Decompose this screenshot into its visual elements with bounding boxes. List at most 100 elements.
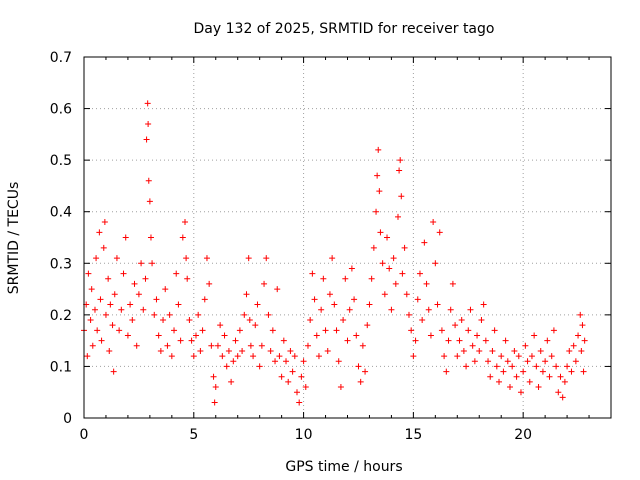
data-point	[241, 311, 248, 318]
data-point	[129, 317, 136, 324]
data-point	[506, 384, 513, 391]
data-point	[575, 332, 582, 339]
data-point	[520, 368, 527, 375]
data-point	[566, 347, 573, 354]
data-point	[107, 301, 114, 308]
data-point	[320, 275, 327, 282]
data-point	[381, 291, 388, 298]
data-point	[493, 363, 500, 370]
data-point	[370, 244, 377, 251]
data-point	[496, 378, 503, 385]
data-point	[544, 337, 551, 344]
data-point	[376, 188, 383, 195]
data-point	[524, 358, 531, 365]
data-point	[452, 322, 459, 329]
data-point	[184, 275, 191, 282]
axis-ticks	[83, 56, 611, 419]
data-point	[329, 255, 336, 262]
x-tick-label: 10	[295, 427, 313, 443]
data-point	[449, 280, 456, 287]
data-point	[469, 342, 476, 349]
data-point	[140, 306, 147, 313]
data-point	[111, 291, 118, 298]
data-point	[419, 317, 426, 324]
data-point	[183, 255, 190, 262]
data-point	[522, 342, 529, 349]
data-point	[517, 389, 524, 396]
data-point	[533, 363, 540, 370]
data-point	[318, 306, 325, 313]
data-point	[535, 384, 542, 391]
data-point	[293, 389, 300, 396]
data-point	[384, 234, 391, 241]
data-point	[182, 219, 189, 226]
data-point	[291, 353, 298, 360]
data-point	[164, 342, 171, 349]
data-point	[568, 368, 575, 375]
data-point	[280, 337, 287, 344]
data-point	[120, 270, 127, 277]
data-point	[340, 317, 347, 324]
data-point	[386, 265, 393, 272]
data-point	[405, 311, 412, 318]
data-point	[482, 337, 489, 344]
data-point	[410, 353, 417, 360]
data-point	[208, 342, 215, 349]
data-point	[561, 378, 568, 385]
data-point	[254, 301, 261, 308]
data-point	[487, 373, 494, 380]
data-point	[359, 342, 366, 349]
data-point	[212, 384, 219, 391]
data-point	[135, 291, 142, 298]
data-point	[398, 193, 405, 200]
data-point	[186, 317, 193, 324]
data-point	[100, 244, 107, 251]
data-point	[373, 208, 380, 215]
x-tick-labels: 0 5 10 15 20	[80, 427, 533, 443]
data-point	[263, 255, 270, 262]
data-point	[374, 172, 381, 179]
data-point	[155, 332, 162, 339]
data-point	[399, 270, 406, 277]
data-point	[313, 332, 320, 339]
data-point	[153, 296, 160, 303]
data-point	[177, 337, 184, 344]
data-point	[511, 347, 518, 354]
data-point	[579, 322, 586, 329]
data-point	[283, 358, 290, 365]
data-point	[307, 317, 314, 324]
data-point	[485, 358, 492, 365]
data-point	[175, 301, 182, 308]
y-tick-label: 0.2	[50, 308, 72, 324]
data-point	[379, 260, 386, 267]
data-point	[438, 327, 445, 334]
data-point	[276, 353, 283, 360]
x-tick-label: 5	[189, 427, 198, 443]
data-point	[467, 306, 474, 313]
data-point	[143, 136, 150, 143]
data-point	[234, 353, 241, 360]
data-point	[285, 378, 292, 385]
data-point	[168, 353, 175, 360]
data-point	[84, 353, 91, 360]
data-point	[331, 301, 338, 308]
data-point	[531, 332, 538, 339]
data-point	[97, 296, 104, 303]
data-point	[101, 219, 108, 226]
data-point	[199, 327, 206, 334]
data-point	[138, 260, 145, 267]
data-point	[151, 311, 158, 318]
data-point	[105, 275, 112, 282]
data-point	[577, 311, 584, 318]
data-point	[377, 229, 384, 236]
data-point	[287, 347, 294, 354]
y-tick-labels: 0 0.1 0.2 0.3 0.4 0.5 0.6 0.7	[50, 50, 72, 427]
data-point	[171, 327, 178, 334]
data-point	[557, 373, 564, 380]
data-point	[197, 347, 204, 354]
data-point	[500, 368, 507, 375]
data-point	[145, 177, 152, 184]
data-point	[342, 275, 349, 282]
data-point	[564, 363, 571, 370]
